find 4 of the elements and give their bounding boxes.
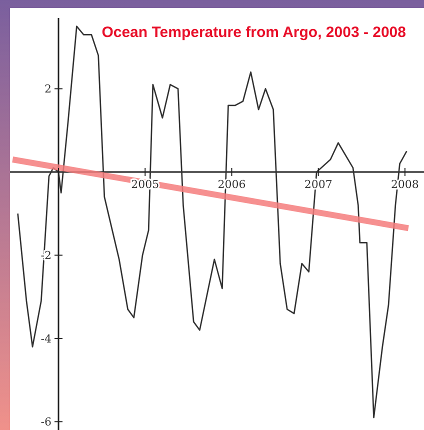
y-tick-label: -4	[40, 332, 52, 346]
y-tick-label: -6	[40, 416, 52, 429]
chart-title: Ocean Temperature from Argo, 2003 - 2008	[102, 24, 406, 41]
y-tick-label: 2	[44, 82, 52, 96]
